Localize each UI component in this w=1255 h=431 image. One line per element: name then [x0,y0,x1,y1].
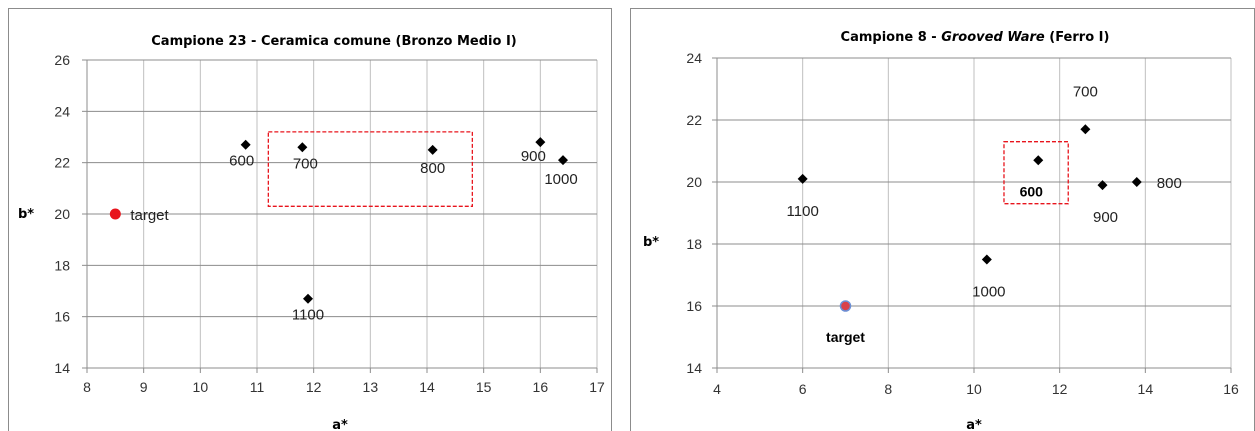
scatter-chart-right: Campione 8 - Grooved Ware (Ferro I) 4 6 8 10… [630,8,1255,431]
chart-title-part: (Ferro I) [1045,30,1110,45]
data-label-600: 600 [1020,183,1044,199]
y-axis-title: b* [18,207,34,222]
y-tick-label: 24 [54,103,70,119]
data-point-800 [427,144,438,155]
x-tick-label: 10 [966,381,982,397]
data-label-1000: 1000 [544,171,577,188]
x-tick-label: 8 [884,381,892,397]
data-point-700 [297,142,308,153]
y-tick-label: 20 [54,206,70,222]
y-tick-label: 20 [686,174,702,190]
highlight-box [267,131,473,207]
x-tick-label: 12 [306,379,322,395]
x-tick-label: 4 [713,381,721,397]
x-tick-label: 16 [533,379,549,395]
chart-frame [8,8,612,431]
chart-panel-left: Campione 23 - Ceramica comune (Bronzo Me… [0,0,620,431]
data-point-1000 [558,155,568,166]
x-tick-label: 10 [193,379,209,395]
data-label-600: 600 [229,153,254,170]
data-point-600 [1033,155,1044,166]
y-tick-label: 16 [54,309,70,325]
target-label: target [826,329,865,345]
data-point-600 [240,139,251,150]
data-point-1100 [797,173,808,184]
data-label-900: 900 [1093,209,1118,226]
scatter-chart-left: Campione 23 - Ceramica comune (Bronzo Me… [8,8,612,431]
data-label-1100: 1100 [787,203,819,220]
y-tick-label: 22 [686,112,702,128]
target-point [109,208,121,220]
x-tick-label: 17 [589,379,605,395]
y-tick-label: 24 [686,50,702,66]
x-tick-label: 15 [476,379,492,395]
y-tick-label: 26 [54,52,70,68]
x-tick-label: 11 [250,379,265,395]
data-label-700: 700 [1073,83,1098,100]
x-tick-label: 14 [1138,381,1154,397]
data-label-800: 800 [1157,175,1182,192]
y-tick-label: 18 [54,257,70,273]
x-axis-title: a* [966,418,982,431]
x-tick-label: 8 [83,379,91,395]
target-point [839,300,852,312]
data-label-900: 900 [521,148,546,165]
data-point-800 [1131,177,1142,187]
x-tick-label: 16 [1223,381,1239,397]
y-tick-label: 14 [54,360,70,376]
y-tick-label: 22 [54,155,70,171]
chart-title: Campione 8 - Grooved Ware (Ferro I) [841,30,1110,45]
y-tick-label: 16 [686,298,702,314]
y-tick-label: 14 [686,360,702,376]
data-label-800: 800 [420,160,445,177]
data-point-900 [1097,180,1108,191]
x-tick-label: 9 [140,379,148,395]
data-label-1100: 1100 [292,307,324,324]
data-point-900 [535,137,546,148]
x-tick-label: 14 [419,379,435,395]
data-label-1000: 1000 [972,284,1005,301]
x-tick-label: 13 [363,379,379,395]
chart-frame [630,8,1255,431]
x-tick-label: 12 [1052,381,1068,397]
x-axis-title: a* [332,418,348,431]
y-axis-title: b* [643,235,659,250]
data-point-1000 [981,254,992,265]
chart-title: Campione 23 - Ceramica comune (Bronzo Me… [151,34,517,49]
x-tick-label: 6 [799,381,807,397]
chart-title-part: Campione 23 - Ceramica comune (Bronzo Me… [151,34,517,49]
target-label: target [130,207,169,224]
data-point-700 [1080,124,1091,135]
data-point-1100 [303,293,313,304]
y-tick-label: 18 [686,236,702,252]
chart-panel-right: Campione 8 - Grooved Ware (Ferro I) 4 6 8 10… [630,0,1255,431]
chart-title-part: Campione 8 - [841,30,942,45]
data-label-700: 700 [293,155,318,172]
chart-title-part: Grooved Ware [941,30,1045,45]
highlight-box [1003,141,1069,205]
